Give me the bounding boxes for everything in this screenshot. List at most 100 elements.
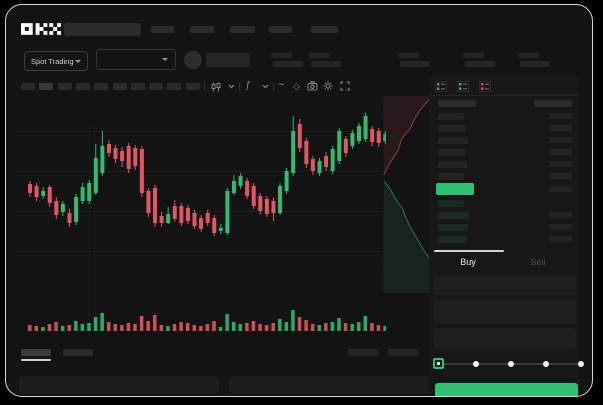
pair-avatar (184, 51, 202, 69)
active-tab-underline (21, 359, 51, 361)
bid-amount-placeholder[interactable] (549, 212, 572, 218)
candle (258, 196, 263, 211)
chevron-down-icon[interactable] (228, 84, 235, 89)
ticker-stat-value (273, 61, 303, 67)
buy-submit-button[interactable] (435, 383, 578, 396)
last-price-badge[interactable] (436, 183, 474, 195)
ask-price-placeholder[interactable] (438, 137, 468, 144)
gridline (16, 251, 384, 252)
candlestick-chart[interactable] (24, 105, 386, 245)
camera-icon[interactable] (307, 81, 318, 91)
candle (80, 187, 85, 201)
orderbook-amount-header (534, 100, 572, 107)
bottom-tab-active[interactable] (21, 349, 51, 356)
volume-bar (212, 321, 216, 331)
timeframe-button[interactable] (21, 83, 35, 90)
book-split-icon[interactable] (435, 81, 447, 92)
ask-amount-placeholder[interactable] (549, 125, 572, 131)
book-bids-icon[interactable] (457, 81, 469, 92)
okx-logo[interactable] (21, 21, 61, 38)
ask-price-placeholder[interactable] (438, 173, 464, 180)
nav-item-placeholder[interactable] (230, 26, 255, 33)
ask-price-placeholder[interactable] (438, 161, 467, 168)
timeframe-button[interactable] (130, 83, 145, 90)
candle (330, 149, 335, 171)
ask-amount-placeholder[interactable] (549, 173, 572, 179)
volume-bar (146, 321, 150, 331)
ask-price-placeholder[interactable] (438, 113, 464, 120)
volume-bar (245, 323, 249, 331)
amount-input[interactable] (434, 299, 576, 324)
book-asks-icon[interactable] (479, 81, 491, 92)
price-input[interactable] (434, 275, 576, 295)
timeframe-button[interactable] (75, 83, 90, 90)
nav-item-placeholder[interactable] (190, 26, 214, 33)
ticker-stat-value (400, 61, 430, 67)
nav-item-placeholder[interactable] (151, 26, 174, 33)
candle (357, 126, 361, 141)
tab-buy[interactable]: Buy (460, 257, 476, 267)
ask-amount-placeholder[interactable] (549, 149, 572, 155)
bid-price-placeholder[interactable] (438, 236, 467, 243)
candle (317, 161, 322, 173)
volume-bar (310, 324, 315, 331)
ticker-stat-label (518, 53, 539, 58)
timeframe-button[interactable] (112, 83, 127, 90)
nav-item-placeholder[interactable] (311, 26, 338, 33)
slider-stop[interactable] (508, 361, 514, 367)
gridline (16, 211, 384, 212)
timeframe-button[interactable] (167, 83, 182, 90)
search-input[interactable] (64, 23, 141, 36)
indicators-icon[interactable]: ƒ (245, 80, 251, 91)
volume-bar (126, 323, 131, 331)
timeframe-button[interactable] (39, 83, 54, 90)
bid-price-placeholder[interactable] (438, 200, 464, 207)
chevron-down-icon[interactable] (262, 84, 269, 89)
gridline (89, 125, 90, 337)
candle (337, 131, 342, 161)
bid-amount-placeholder[interactable] (549, 236, 572, 242)
draw-icon[interactable]: ◇ (293, 81, 300, 91)
candle-style-icon[interactable] (211, 82, 222, 92)
ask-price-placeholder[interactable] (438, 125, 466, 132)
fullscreen-icon[interactable] (340, 81, 350, 91)
bottom-tab[interactable] (63, 349, 93, 356)
bottom-control[interactable] (388, 349, 418, 356)
slider-stop[interactable] (543, 361, 549, 367)
tab-sell[interactable]: Sell (530, 257, 546, 267)
total-input[interactable] (434, 328, 576, 350)
timeframe-button[interactable] (57, 83, 72, 90)
volume-bar (185, 323, 190, 331)
market-type-selector[interactable]: Spot Trading (24, 51, 88, 71)
bid-amount-placeholder[interactable] (549, 224, 572, 230)
candle (205, 213, 210, 223)
slider-stop[interactable] (578, 361, 584, 367)
ask-amount-placeholder[interactable] (549, 161, 572, 167)
candle (284, 171, 289, 191)
bottom-control[interactable] (348, 349, 378, 356)
timeframe-button[interactable] (149, 83, 164, 90)
wave-icon[interactable]: ~ (278, 79, 285, 91)
slider-handle[interactable] (433, 358, 444, 369)
chevron-down-icon (75, 59, 81, 63)
volume-bar (370, 323, 374, 331)
settings-icon[interactable] (323, 81, 333, 91)
ask-price-placeholder[interactable] (438, 149, 465, 156)
candle (238, 176, 243, 186)
ask-amount-placeholder[interactable] (549, 137, 572, 143)
ask-amount-placeholder[interactable] (549, 113, 572, 119)
bid-price-placeholder[interactable] (438, 224, 468, 231)
volume-bar (343, 323, 348, 331)
nav-item-placeholder[interactable] (269, 26, 292, 33)
candle (363, 116, 368, 139)
pair-selector[interactable] (96, 49, 176, 70)
bid-price-placeholder[interactable] (438, 212, 469, 219)
candle (218, 228, 223, 231)
timeframe-button[interactable] (185, 83, 200, 90)
candle (34, 186, 39, 197)
candle (304, 141, 309, 164)
volume-bar (337, 318, 341, 331)
slider-stop[interactable] (473, 361, 479, 367)
timeframe-button[interactable] (94, 83, 109, 90)
